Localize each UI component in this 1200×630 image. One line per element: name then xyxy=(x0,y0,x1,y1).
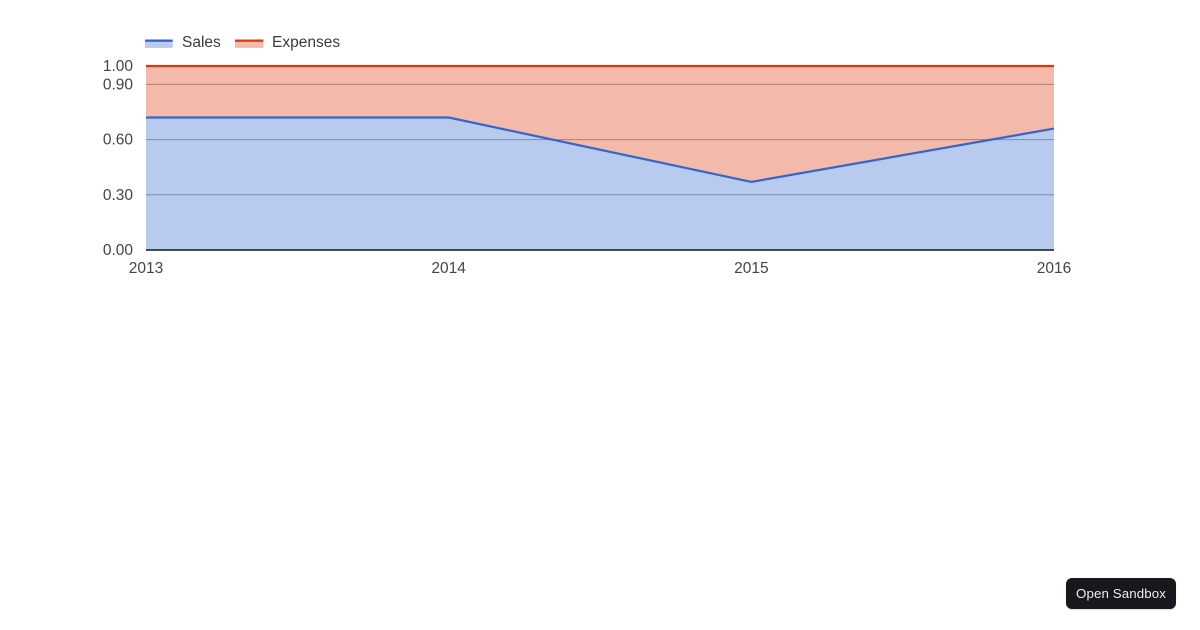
svg-text:0.30: 0.30 xyxy=(103,187,134,204)
svg-text:0.60: 0.60 xyxy=(103,132,134,149)
svg-text:2014: 2014 xyxy=(431,260,466,277)
svg-text:2016: 2016 xyxy=(1037,260,1071,277)
svg-text:0.90: 0.90 xyxy=(103,76,134,93)
svg-text:2015: 2015 xyxy=(734,260,768,277)
svg-text:2013: 2013 xyxy=(129,260,163,277)
svg-text:Expenses: Expenses xyxy=(272,34,340,51)
svg-text:0.00: 0.00 xyxy=(103,242,134,259)
svg-text:Sales: Sales xyxy=(182,34,221,51)
svg-text:1.00: 1.00 xyxy=(103,58,134,75)
